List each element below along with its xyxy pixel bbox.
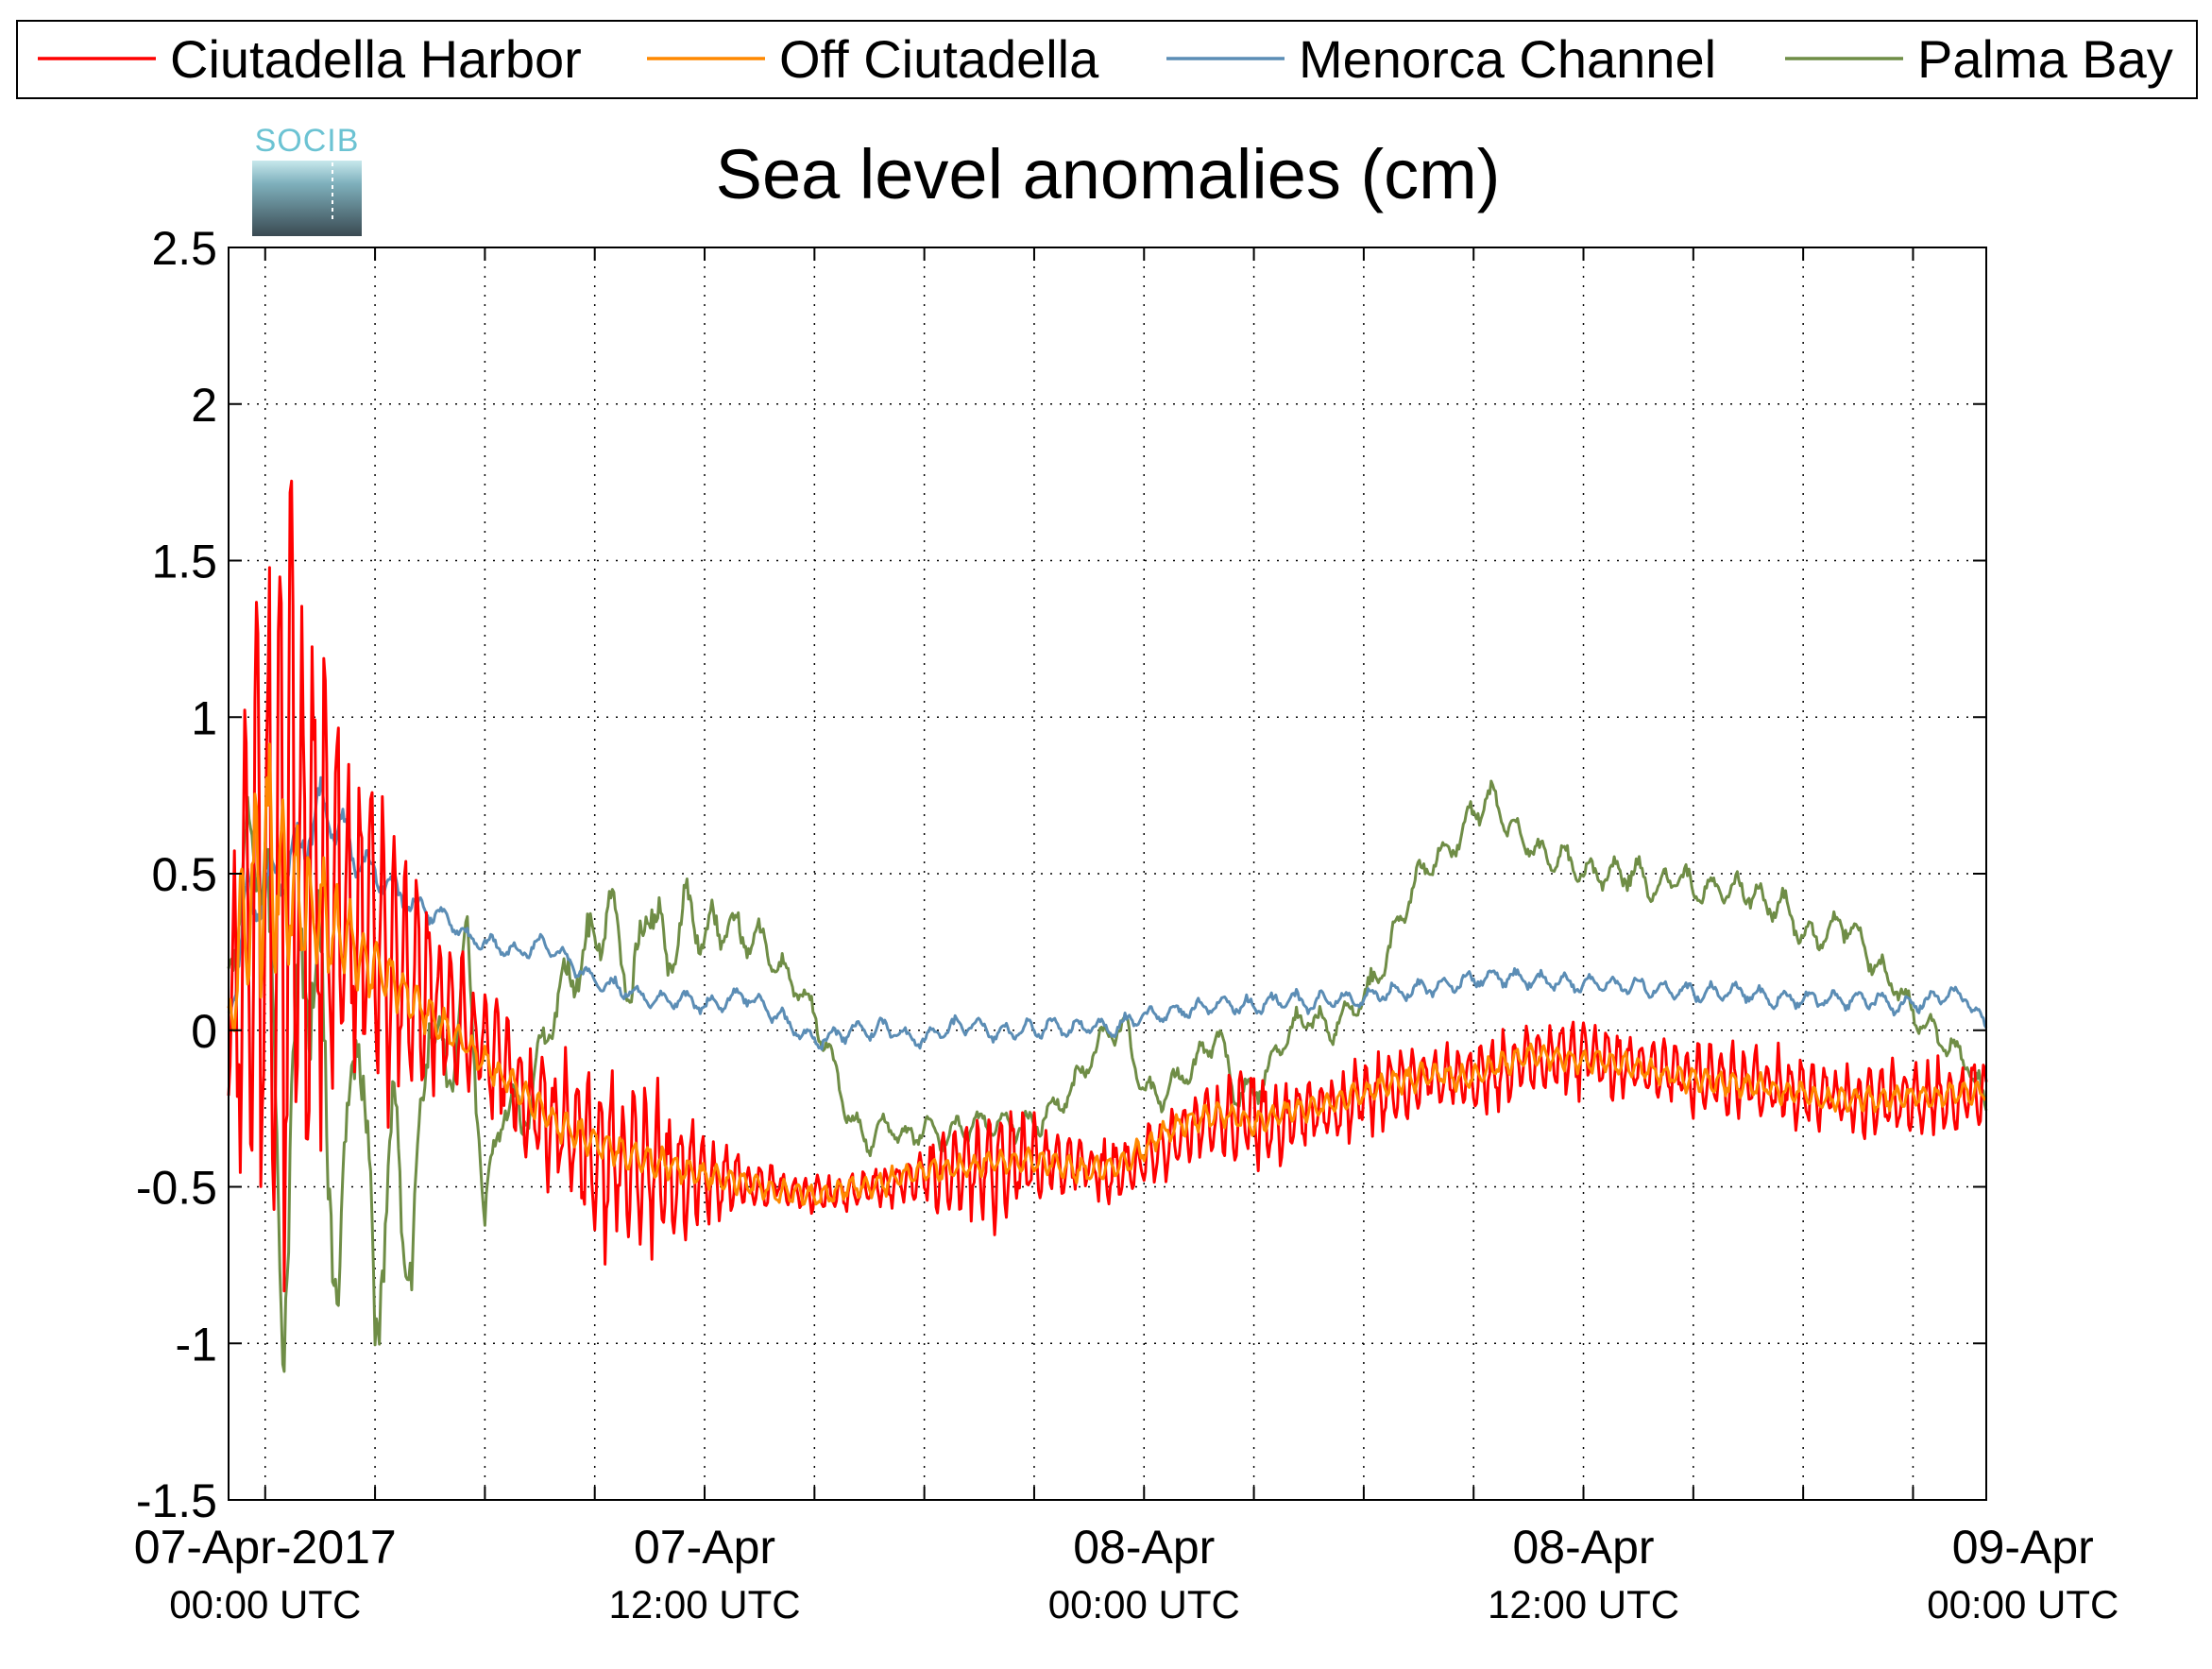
y-tick-label: 2.5 [151, 222, 217, 275]
socib-logo-image [252, 161, 362, 236]
x-tick-sublabel: 12:00 UTC [608, 1582, 800, 1626]
legend-label: Ciutadella Harbor [170, 29, 582, 89]
series-line-ciutadella-harbor [227, 479, 1988, 1293]
y-axis-tick-labels: -1.5 -1 -0.5 0 0.5 1 1.5 2 2.5 [136, 222, 217, 1527]
series-lines [227, 479, 1988, 1373]
y-tick-label: -1.5 [136, 1474, 217, 1527]
chart-title: Sea level anomalies (cm) [716, 135, 1501, 213]
series-line-off-ciutadella [227, 742, 1987, 1206]
y-tick-label: 0 [191, 1005, 217, 1058]
plot-area: -1.5 -1 -0.5 0 0.5 1 1.5 2 2.5 07-Apr-2017 00:00 … [134, 222, 2119, 1626]
axis-ticks [229, 247, 1986, 1501]
legend-label: Menorca Channel [1299, 29, 1716, 89]
legend-label: Palma Bay [1917, 29, 2173, 89]
y-tick-label: 2 [191, 379, 217, 432]
y-tick-label: 1 [191, 691, 217, 744]
x-tick-sublabel: 12:00 UTC [1488, 1582, 1679, 1626]
socib-logo: SOCIB [252, 123, 362, 236]
x-tick-sublabel: 00:00 UTC [1927, 1582, 2118, 1626]
legend: Ciutadella Harbor Off Ciutadella Menorca C… [16, 20, 2198, 99]
x-tick-label: 08-Apr [1073, 1521, 1215, 1574]
y-tick-label: 1.5 [151, 536, 217, 588]
y-tick-label: -0.5 [136, 1162, 217, 1215]
legend-label: Off Ciutadella [779, 29, 1099, 89]
x-tick-label: 09-Apr [1952, 1521, 2094, 1574]
x-tick-sublabel: 00:00 UTC [169, 1582, 361, 1626]
series-line-menorca-channel [227, 775, 1988, 1051]
x-tick-sublabel: 00:00 UTC [1048, 1582, 1240, 1626]
grid-lines [229, 247, 1986, 1500]
socib-logo-text: SOCIB [255, 123, 360, 159]
x-tick-label: 07-Apr [634, 1521, 775, 1574]
x-axis-tick-labels: 07-Apr-2017 00:00 UTC 07-Apr 12:00 UTC 08-Ap… [134, 1521, 2119, 1626]
y-tick-label: -1 [176, 1318, 217, 1371]
y-tick-label: 0.5 [151, 848, 217, 901]
x-tick-label: 08-Apr [1512, 1521, 1654, 1574]
x-tick-label: 07-Apr-2017 [134, 1521, 397, 1574]
